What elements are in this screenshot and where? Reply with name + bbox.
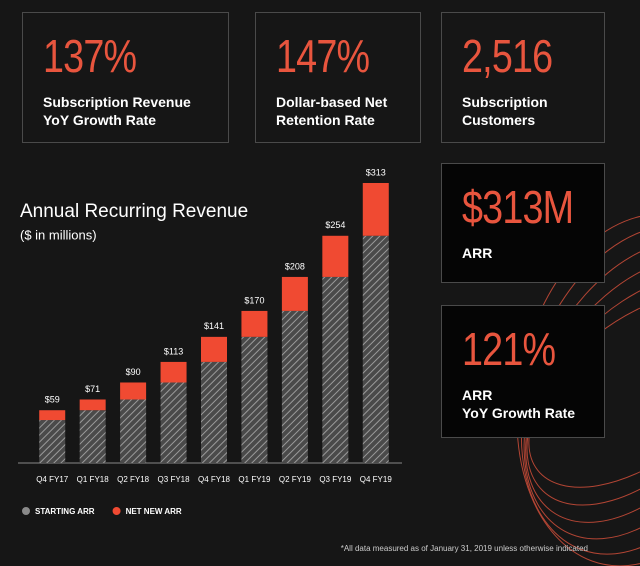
chart-subtitle: ($ in millions) xyxy=(20,227,97,242)
total-label: $254 xyxy=(325,220,345,230)
bar-segment xyxy=(39,420,66,463)
x-tick-label: Q2 FY18 xyxy=(117,475,150,484)
x-tick-label: Q1 FY19 xyxy=(238,475,271,484)
bar-segment xyxy=(362,183,389,236)
total-label: $313 xyxy=(366,167,386,177)
kpi-card: $313M ARR xyxy=(441,163,605,283)
legend-label: NET NEW ARR xyxy=(126,507,182,516)
x-tick-label: Q3 FY18 xyxy=(158,475,191,484)
total-label: $170 xyxy=(244,295,264,305)
kpi-label: YoY Growth Rate xyxy=(462,405,576,421)
bar-segment xyxy=(160,361,187,383)
chart-title: Annual Recurring Revenue xyxy=(20,201,248,222)
bar-segment xyxy=(120,382,147,400)
kpi-label: Dollar-based Net xyxy=(276,94,388,110)
total-label: $208 xyxy=(285,261,305,271)
legend-label: STARTING ARR xyxy=(35,507,95,516)
kpi-value: 121% xyxy=(462,323,556,375)
bar-segment xyxy=(322,276,349,463)
x-tick-label: Q4 FY18 xyxy=(198,475,231,484)
total-label: $141 xyxy=(204,321,224,331)
kpi-label: ARR xyxy=(462,387,493,403)
total-label: $113 xyxy=(164,346,183,356)
x-tick-label: Q3 FY19 xyxy=(319,475,352,484)
bar-segment xyxy=(120,399,147,463)
bar-segment xyxy=(201,361,227,463)
kpi-label: YoY Growth Rate xyxy=(43,112,157,128)
bar-segment xyxy=(39,410,66,421)
bar-segment xyxy=(241,310,268,337)
bar-segment xyxy=(241,336,268,463)
x-tick-label: Q1 FY18 xyxy=(77,475,110,484)
legend-swatch xyxy=(112,507,121,515)
kpi-value: 137% xyxy=(43,30,137,82)
bar-segment xyxy=(201,336,227,362)
legend-swatch xyxy=(22,507,30,515)
kpi-card: 2,516 Subscription Customers xyxy=(441,12,605,143)
kpi-label: Retention Rate xyxy=(276,112,375,128)
bar-segment xyxy=(362,235,389,463)
x-tick-label: Q4 FY17 xyxy=(36,475,69,484)
bar-segment xyxy=(322,235,349,277)
kpi-value: $313M xyxy=(462,181,574,233)
x-tick-label: Q2 FY19 xyxy=(279,475,312,484)
kpi-label: ARR xyxy=(462,245,493,261)
chart: Annual Recurring Revenue ($ in millions)… xyxy=(18,167,402,516)
kpi-label: Subscription Revenue xyxy=(43,94,191,110)
kpi-card: 137% Subscription Revenue YoY Growth Rat… xyxy=(22,12,229,143)
total-label: $71 xyxy=(85,384,100,394)
x-tick-label: Q4 FY19 xyxy=(360,475,393,484)
bar-segment xyxy=(281,310,308,463)
kpi-card: 147% Dollar-based Net Retention Rate xyxy=(255,12,421,143)
kpi-value: 147% xyxy=(276,30,370,82)
kpi-card: 121% ARR YoY Growth Rate xyxy=(441,305,605,438)
total-label: $59 xyxy=(45,395,60,405)
kpi-label: Subscription xyxy=(462,94,548,110)
kpi-label: Customers xyxy=(462,112,536,128)
bar-segment xyxy=(160,382,187,463)
bar-segment xyxy=(79,410,106,463)
bar-segment xyxy=(79,399,106,411)
total-label: $90 xyxy=(126,367,141,377)
kpi-value: 2,516 xyxy=(462,30,553,82)
footnote: *All data measured as of January 31, 201… xyxy=(340,544,588,553)
bar-segment xyxy=(281,276,308,311)
